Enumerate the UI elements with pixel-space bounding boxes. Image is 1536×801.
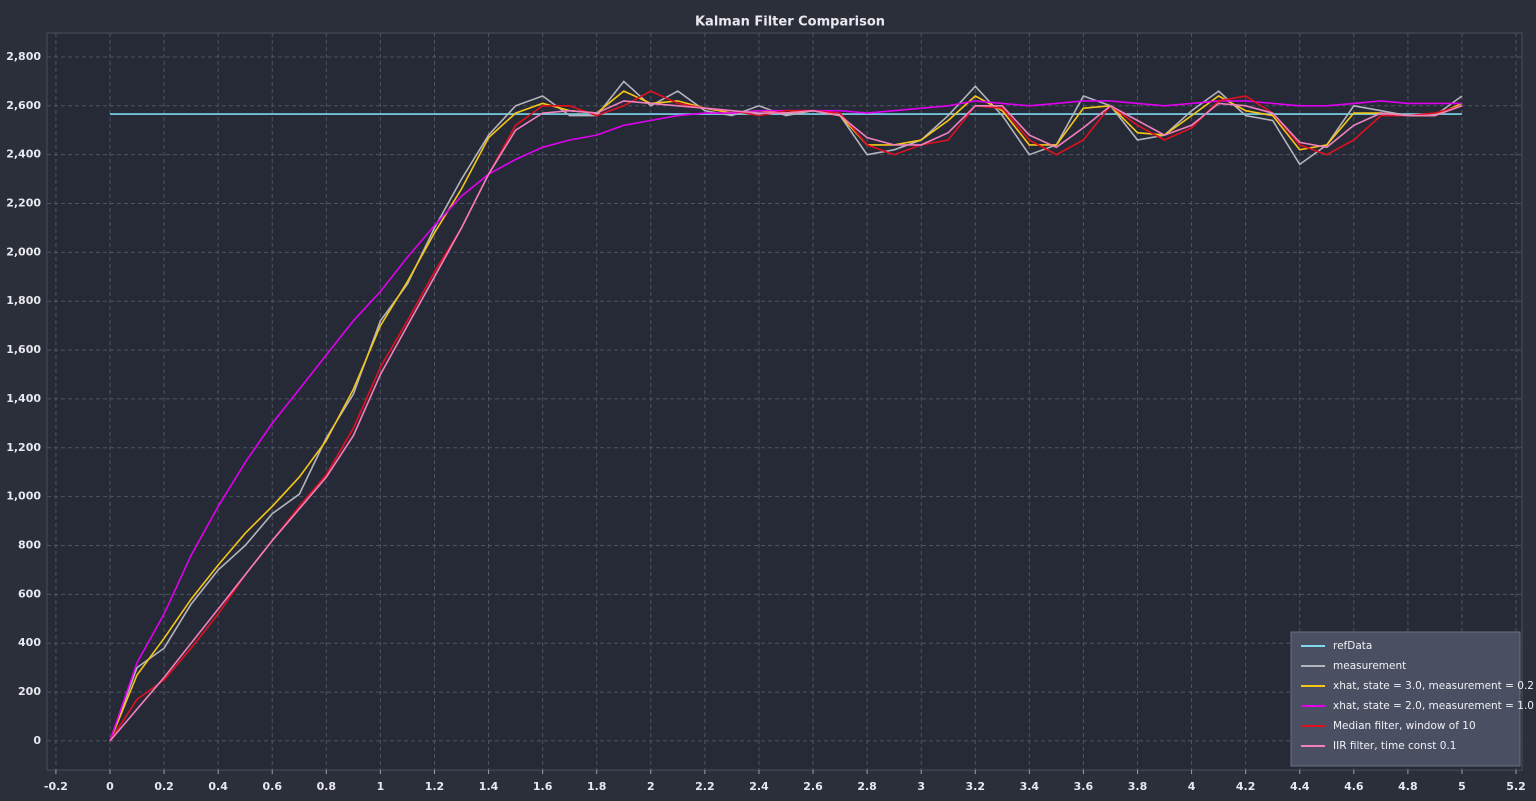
x-tick-label: 1 <box>377 780 385 793</box>
chart-title: Kalman Filter Comparison <box>695 15 885 30</box>
y-tick-label: 2,400 <box>6 148 41 161</box>
plot-area <box>46 32 1523 771</box>
x-tick-label: 1.2 <box>425 780 445 793</box>
y-tick-label: 2,800 <box>6 50 41 63</box>
y-tick-label: 800 <box>18 539 41 552</box>
series-line <box>109 90 1463 742</box>
x-tick-label: 3 <box>917 780 925 793</box>
y-tick-label: 1,800 <box>6 294 41 307</box>
legend-label: measurement <box>1333 660 1406 672</box>
y-tick-label: 600 <box>18 587 41 600</box>
x-tick-label: 2.8 <box>857 780 877 793</box>
x-tick-label: 4.8 <box>1398 780 1418 793</box>
series-line <box>109 100 1463 742</box>
y-tick-label: 1,000 <box>6 490 41 503</box>
legend-box <box>1290 631 1521 767</box>
y-tick-label: 2,600 <box>6 99 41 112</box>
x-tick-label: 4.4 <box>1290 780 1310 793</box>
x-tick-label: 5.2 <box>1506 780 1526 793</box>
y-tick-label: 200 <box>18 685 41 698</box>
x-tick-label: 1.8 <box>587 780 607 793</box>
x-tick-label: 4.2 <box>1236 780 1256 793</box>
x-tick-label: 2 <box>647 780 655 793</box>
legend-label: Median filter, window of 10 <box>1333 720 1476 732</box>
x-tick-label: 0.2 <box>154 780 174 793</box>
y-tick-label: 1,600 <box>6 343 41 356</box>
x-tick-label: 0.4 <box>208 780 228 793</box>
x-tick-label: 3.6 <box>1074 780 1094 793</box>
x-tick-label: 2.6 <box>803 780 823 793</box>
x-tick-label: 3.2 <box>966 780 986 793</box>
x-tick-label: 5 <box>1458 780 1466 793</box>
x-tick-label: -0.2 <box>44 780 68 793</box>
x-tick-label: 2.4 <box>749 780 769 793</box>
x-tick-label: 1.6 <box>533 780 553 793</box>
legend-label: xhat, state = 2.0, measurement = 1.0 <box>1333 700 1534 712</box>
x-tick-label: 0 <box>106 780 114 793</box>
y-tick-label: 2,200 <box>6 197 41 210</box>
legend-label: refData <box>1333 640 1372 652</box>
x-tick-label: 3.8 <box>1128 780 1148 793</box>
x-tick-label: 0.8 <box>317 780 337 793</box>
legend-label: xhat, state = 3.0, measurement = 0.2 <box>1333 680 1534 692</box>
legend-label: IIR filter, time const 0.1 <box>1333 740 1456 752</box>
x-tick-label: 0.6 <box>262 780 282 793</box>
y-tick-label: 0 <box>33 734 41 747</box>
y-tick-label: 2,000 <box>6 245 41 258</box>
x-tick-label: 2.2 <box>695 780 715 793</box>
x-tick-label: 1.4 <box>479 780 499 793</box>
x-tick-label: 3.4 <box>1020 780 1040 793</box>
x-tick-label: 4.6 <box>1344 780 1364 793</box>
x-tick-label: 4 <box>1188 780 1196 793</box>
y-tick-label: 1,400 <box>6 392 41 405</box>
y-tick-label: 1,200 <box>6 441 41 454</box>
y-tick-label: 400 <box>18 636 41 649</box>
